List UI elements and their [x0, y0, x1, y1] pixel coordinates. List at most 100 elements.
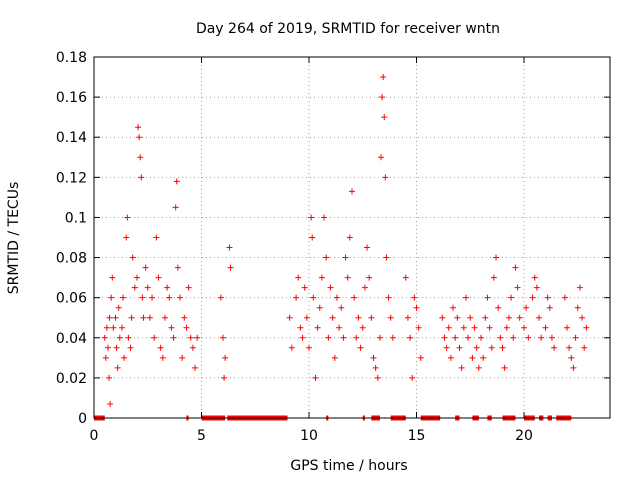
data-point — [411, 294, 418, 301]
data-point — [172, 204, 179, 211]
data-point — [445, 324, 452, 331]
data-point — [103, 324, 110, 331]
data-point — [131, 284, 138, 291]
data-point — [295, 274, 302, 281]
data-point — [329, 314, 336, 321]
data-point — [129, 254, 136, 261]
data-point — [146, 314, 153, 321]
data-point — [310, 294, 317, 301]
data-point — [353, 334, 360, 341]
data-point — [490, 274, 497, 281]
data-point — [325, 334, 332, 341]
data-point — [488, 344, 495, 351]
data-point — [525, 334, 532, 341]
data-point — [561, 294, 568, 301]
data-point — [462, 294, 469, 301]
data-point — [544, 294, 551, 301]
y-tick-label: 0.16 — [56, 90, 87, 106]
data-point — [333, 294, 340, 301]
data-point — [114, 364, 121, 371]
data-point — [447, 354, 454, 361]
data-point — [499, 344, 506, 351]
data-point — [297, 324, 304, 331]
data-point — [389, 334, 396, 341]
data-point — [566, 344, 573, 351]
x-tick-label: 0 — [90, 428, 99, 444]
data-point — [327, 284, 334, 291]
data-point — [471, 324, 478, 331]
data-point — [137, 154, 144, 161]
plot-frame — [93, 56, 611, 419]
data-point — [529, 294, 536, 301]
data-point — [153, 234, 160, 241]
data-point — [338, 304, 345, 311]
data-point — [439, 314, 446, 321]
y-tick-label: 0.18 — [56, 50, 87, 66]
data-point — [138, 174, 145, 181]
data-point — [454, 314, 461, 321]
data-point — [383, 254, 390, 261]
data-point — [115, 304, 122, 311]
data-point — [495, 304, 502, 311]
data-point — [465, 334, 472, 341]
data-point — [450, 304, 457, 311]
data-point — [542, 324, 549, 331]
data-point — [309, 234, 316, 241]
data-point — [523, 304, 530, 311]
data-point — [370, 354, 377, 361]
data-point — [505, 314, 512, 321]
data-point — [134, 274, 140, 281]
data-point — [142, 264, 149, 271]
y-tick-label: 0.02 — [56, 371, 87, 387]
data-point — [108, 294, 115, 301]
data-point — [112, 314, 119, 321]
data-point — [226, 244, 233, 251]
data-point — [538, 334, 545, 341]
data-point — [173, 178, 180, 185]
data-point — [473, 344, 480, 351]
data-point — [548, 334, 555, 341]
data-point — [379, 94, 386, 101]
data-point — [109, 274, 116, 281]
data-point — [107, 400, 114, 407]
data-point — [482, 314, 489, 321]
data-point — [183, 324, 190, 331]
data-point — [366, 274, 373, 281]
x-tick-label: 15 — [408, 428, 426, 444]
data-point — [409, 374, 416, 381]
data-point — [166, 294, 173, 301]
data-point — [124, 214, 131, 221]
data-point — [417, 354, 424, 361]
data-point — [456, 344, 463, 351]
data-point — [164, 284, 171, 291]
data-point — [306, 344, 312, 351]
data-point — [318, 274, 325, 281]
data-point — [104, 344, 111, 351]
data-point — [136, 134, 143, 141]
data-point — [441, 334, 448, 341]
data-point — [536, 314, 543, 321]
data-point — [514, 284, 521, 291]
data-point — [344, 274, 351, 281]
data-point — [140, 314, 147, 321]
data-point — [357, 344, 364, 351]
data-point — [364, 244, 371, 251]
data-point — [516, 314, 523, 321]
data-point — [293, 294, 300, 301]
data-point — [181, 314, 188, 321]
data-point — [349, 188, 355, 195]
x-tick-label: 5 — [197, 428, 206, 444]
data-point — [484, 294, 491, 301]
data-point — [376, 334, 383, 341]
data-point — [185, 284, 192, 291]
data-point — [570, 364, 577, 371]
x-tick-label: 20 — [515, 428, 533, 444]
data-point — [581, 344, 588, 351]
data-point — [351, 294, 358, 301]
data-point — [118, 324, 125, 331]
data-point — [475, 364, 482, 371]
data-point — [301, 284, 308, 291]
data-point — [368, 314, 375, 321]
data-point — [469, 354, 476, 361]
data-point — [127, 344, 134, 351]
